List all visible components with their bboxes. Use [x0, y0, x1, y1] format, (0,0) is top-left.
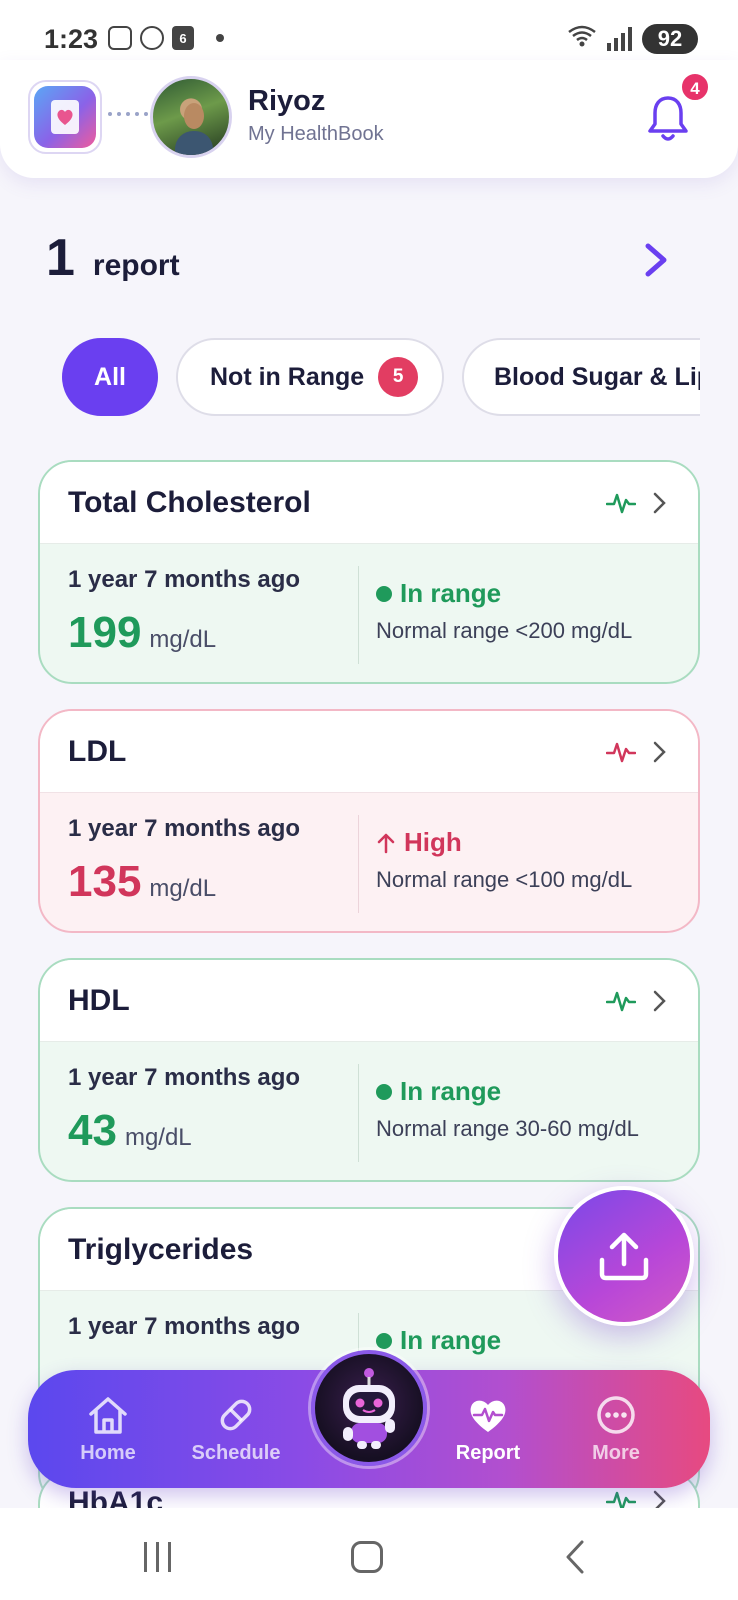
arrow-up-icon	[377, 833, 395, 853]
test-date: 1 year 7 months ago	[68, 566, 301, 593]
user-name[interactable]: Riyoz	[248, 85, 326, 117]
bell-icon[interactable]	[645, 92, 691, 144]
test-card-ldl[interactable]: LDL 1 year 7 months ago 135 mg/dL High N…	[38, 709, 700, 933]
card-divider	[358, 566, 359, 664]
battery-indicator: 92	[642, 24, 698, 54]
test-card-total-cholesterol[interactable]: Total Cholesterol 1 year 7 months ago 19…	[38, 460, 700, 684]
test-title: Total Cholesterol	[68, 486, 311, 519]
wifi-icon	[567, 24, 597, 54]
test-value: 135 mg/dL	[68, 857, 216, 907]
status-text: High	[404, 827, 462, 857]
filter-chip-blood-sugar-lipids[interactable]: Blood Sugar & Lipids	[462, 338, 700, 416]
filter-chip-label: All	[94, 362, 126, 391]
signal-icon	[607, 27, 632, 51]
nav-label: Schedule	[191, 1442, 281, 1464]
status-badge: High	[376, 827, 462, 858]
nav-home[interactable]: Home	[48, 1370, 168, 1488]
nav-more[interactable]: More	[556, 1370, 676, 1488]
app-logo[interactable]	[28, 80, 102, 154]
test-value-number: 135	[68, 857, 142, 906]
pulse-icon	[606, 991, 636, 1012]
test-date: 1 year 7 months ago	[68, 1313, 301, 1340]
normal-range: Normal range <100 mg/dL	[376, 867, 633, 892]
status-badge: In range	[376, 578, 501, 609]
test-title: Triglycerides	[68, 1233, 254, 1266]
status-badge: In range	[376, 1076, 501, 1107]
test-date: 1 year 7 months ago	[68, 1064, 301, 1091]
nav-schedule[interactable]: Schedule	[176, 1370, 296, 1488]
report-count: 1	[46, 229, 75, 287]
filter-chip-label: Not in Range	[210, 362, 365, 391]
status-dot-icon	[376, 1083, 392, 1100]
pill-icon	[220, 1399, 252, 1431]
pulse-icon	[606, 742, 636, 763]
nav-label: Home	[80, 1442, 136, 1464]
status-text: In range	[400, 1325, 502, 1355]
home-button[interactable]	[351, 1541, 383, 1573]
notification-badge: 4	[680, 72, 710, 102]
upload-report-button[interactable]	[554, 1186, 694, 1326]
filter-chips: All Not in Range 5 Blood Sugar & Lipids	[0, 338, 700, 418]
filter-chip-not-in-range[interactable]: Not in Range 5	[176, 338, 444, 416]
report-label: report	[92, 249, 180, 282]
home-icon	[89, 1397, 127, 1434]
normal-range: Normal range 30-60 mg/dL	[376, 1116, 639, 1141]
ai-assistant-button[interactable]	[311, 1350, 427, 1466]
user-subtitle: My HealthBook	[248, 123, 384, 145]
status-text: In range	[400, 578, 502, 608]
healthbook-logo-icon	[34, 86, 96, 148]
nav-report[interactable]: Report	[428, 1370, 548, 1488]
recent-apps-button[interactable]	[144, 1542, 171, 1572]
more-notifications-dot	[216, 34, 224, 42]
screenshot-icon	[108, 26, 132, 50]
card-divider	[358, 815, 359, 913]
status-system-icons: 92	[567, 24, 698, 54]
chevron-right-icon	[653, 741, 666, 763]
chevron-right-icon	[653, 990, 666, 1012]
report-summary: 1 report	[46, 228, 180, 288]
more-icon	[597, 1396, 635, 1434]
calendar-icon: 6	[172, 26, 194, 50]
test-card-hdl[interactable]: HDL 1 year 7 months ago 43 mg/dL In rang…	[38, 958, 700, 1182]
filter-chip-all[interactable]: All	[62, 338, 158, 416]
test-date: 1 year 7 months ago	[68, 815, 301, 842]
normal-range: Normal range <200 mg/dL	[376, 618, 633, 643]
avatar[interactable]	[150, 76, 232, 158]
status-badge: In range	[376, 1325, 501, 1356]
nav-label: Report	[455, 1442, 521, 1464]
back-icon[interactable]	[562, 1538, 588, 1576]
heart-pulse-icon	[470, 1400, 506, 1432]
status-text: In range	[400, 1076, 502, 1106]
test-value-unit: mg/dL	[149, 626, 217, 653]
test-value-number: 43	[68, 1106, 117, 1155]
test-value-unit: mg/dL	[149, 875, 217, 902]
filter-count-badge: 5	[378, 357, 419, 397]
test-title: HDL	[68, 984, 130, 1017]
nav-label: More	[592, 1442, 640, 1464]
status-bar: 1:23 6 92	[0, 0, 738, 70]
chevron-right-icon	[653, 492, 666, 514]
card-divider	[358, 1064, 359, 1162]
status-notification-icons: 6	[108, 26, 224, 50]
app-header: Riyoz My HealthBook	[0, 60, 738, 178]
chevron-right-icon	[653, 1490, 666, 1512]
status-dot-icon	[376, 585, 392, 602]
link-dots	[108, 112, 148, 116]
upload-icon	[599, 1232, 649, 1281]
status-dot-icon	[376, 1332, 392, 1349]
test-title: LDL	[68, 735, 127, 768]
status-time: 1:23	[44, 24, 99, 54]
test-value: 43 mg/dL	[68, 1106, 192, 1156]
whatsapp-icon	[140, 26, 164, 50]
robot-icon	[343, 1368, 395, 1449]
chevron-right-icon[interactable]	[642, 240, 670, 280]
test-value-unit: mg/dL	[124, 1124, 192, 1151]
filter-chip-label: Blood Sugar & Lipids	[494, 362, 700, 391]
test-value: 199 mg/dL	[68, 608, 216, 658]
test-value-number: 199	[68, 608, 142, 657]
pulse-icon	[606, 493, 636, 514]
system-navigation-bar	[0, 1508, 738, 1600]
